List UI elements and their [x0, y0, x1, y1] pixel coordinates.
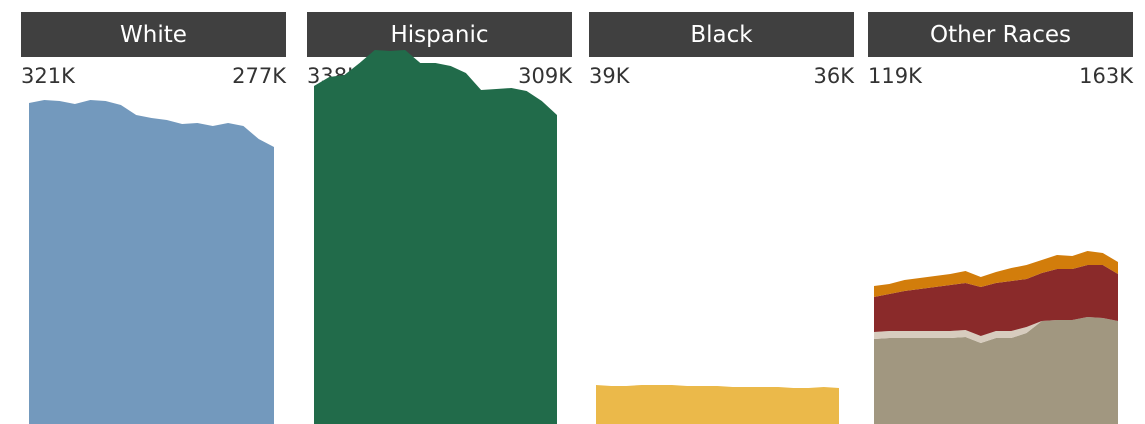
panel-title[interactable]: White	[21, 12, 286, 57]
panel-hispanic: Hispanic 338K 309K	[307, 0, 572, 424]
end-value-label: 309K	[518, 64, 572, 88]
area-series-2[interactable]	[874, 265, 1118, 336]
area-chart	[29, 100, 274, 424]
end-value-label: 36K	[813, 64, 855, 88]
panel-black: Black 39K 36K	[589, 0, 854, 424]
area-series-0[interactable]	[874, 317, 1118, 424]
area-series-0[interactable]	[29, 100, 274, 424]
panel-other-races: Other Races 119K 163K	[868, 0, 1133, 424]
start-value-label: 321K	[21, 64, 75, 88]
panel-title[interactable]: Black	[589, 12, 854, 57]
start-value-label: 119K	[868, 64, 922, 88]
start-value-label: 39K	[589, 64, 630, 88]
area-chart	[314, 50, 557, 424]
panel-title[interactable]: Other Races	[868, 12, 1133, 57]
area-chart	[596, 385, 839, 424]
area-series-3[interactable]	[874, 251, 1118, 297]
area-series-0[interactable]	[596, 385, 839, 424]
panel-title[interactable]: Hispanic	[307, 12, 572, 57]
area-chart	[874, 251, 1118, 424]
area-series-1[interactable]	[874, 317, 1118, 343]
end-value-label: 163K	[1079, 64, 1133, 88]
area-series-0[interactable]	[314, 50, 557, 424]
panel-white: White 321K 277K	[21, 0, 286, 424]
end-value-label: 277K	[232, 64, 286, 88]
